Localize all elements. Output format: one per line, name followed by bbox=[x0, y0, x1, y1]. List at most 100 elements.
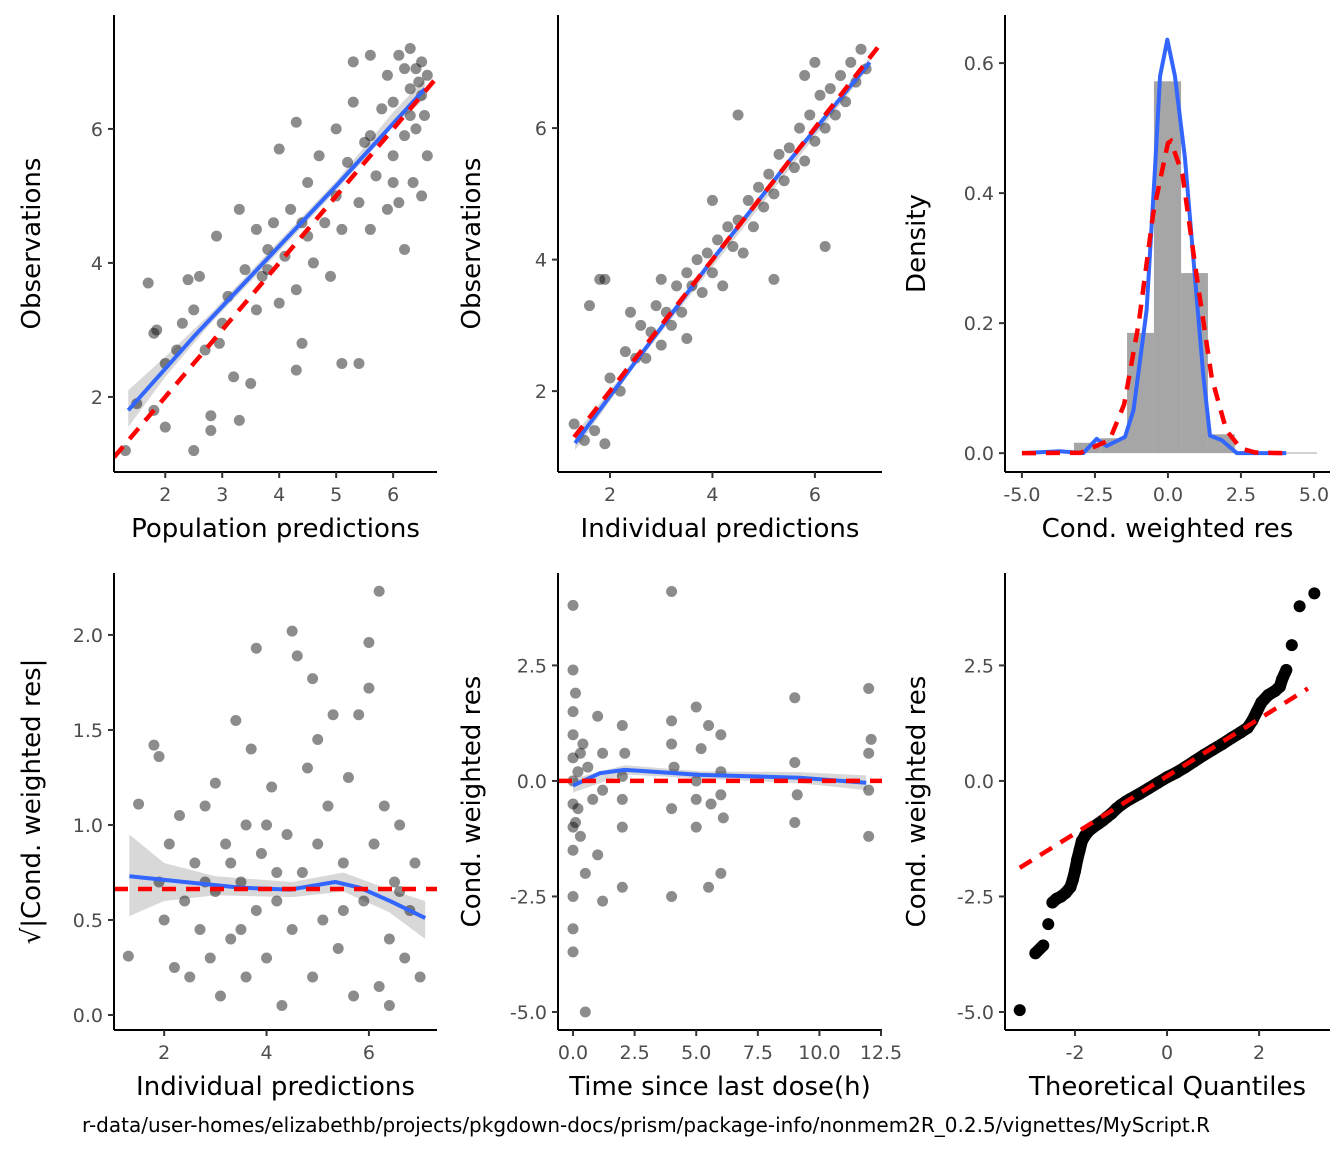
data-point bbox=[364, 223, 376, 235]
data-point bbox=[205, 410, 217, 422]
data-point bbox=[681, 333, 693, 345]
data-point bbox=[363, 682, 375, 694]
data-point bbox=[799, 155, 811, 167]
data-point bbox=[690, 775, 702, 787]
data-point bbox=[655, 339, 667, 351]
data-point bbox=[322, 800, 334, 812]
data-point bbox=[577, 738, 589, 750]
data-point bbox=[240, 819, 252, 831]
y-axis-title: Density bbox=[902, 194, 932, 293]
data-point bbox=[635, 319, 647, 331]
data-point bbox=[389, 876, 401, 888]
x-axis-title: Individual predictions bbox=[136, 1072, 415, 1102]
data-point bbox=[307, 971, 319, 983]
x-axis-title: Cond. weighted res bbox=[1042, 514, 1294, 544]
data-point bbox=[421, 150, 433, 162]
y-tick-label: 0.2 bbox=[964, 313, 994, 335]
data-point bbox=[592, 710, 604, 722]
data-point bbox=[276, 999, 288, 1011]
data-point bbox=[715, 729, 727, 741]
data-point bbox=[337, 904, 349, 916]
data-point bbox=[399, 130, 411, 142]
data-point bbox=[863, 830, 875, 842]
data-point bbox=[567, 946, 579, 958]
data-point bbox=[567, 890, 579, 902]
data-point bbox=[619, 747, 631, 759]
data-point bbox=[205, 424, 217, 436]
data-point bbox=[327, 709, 339, 721]
y-tick-label: 2 bbox=[91, 387, 103, 409]
data-point bbox=[189, 857, 201, 869]
data-point bbox=[404, 43, 416, 55]
data-point bbox=[393, 49, 405, 61]
data-point bbox=[592, 849, 604, 861]
x-tick-label: 3 bbox=[216, 484, 228, 506]
y-tick-label: 1.5 bbox=[73, 720, 103, 742]
data-point bbox=[789, 817, 801, 829]
data-point bbox=[579, 1006, 591, 1018]
data-point bbox=[703, 719, 715, 731]
x-tick-label: 4 bbox=[273, 484, 285, 506]
data-point bbox=[148, 739, 160, 751]
data-point bbox=[302, 177, 314, 189]
y-tick-label: 0.0 bbox=[964, 443, 994, 465]
data-point bbox=[307, 673, 319, 685]
data-point bbox=[290, 116, 302, 128]
y-tick-label: 2 bbox=[535, 381, 547, 403]
y-tick-label: 2.5 bbox=[517, 655, 547, 677]
panel-4: 2 4 6 0.0 0.5 1.0 1.5 2.0 Individual predictions… bbox=[17, 573, 437, 1102]
data-point bbox=[255, 847, 267, 859]
data-point bbox=[681, 267, 693, 279]
data-point bbox=[691, 254, 703, 266]
data-point bbox=[768, 273, 780, 285]
data-point bbox=[348, 990, 360, 1002]
data-point bbox=[809, 56, 821, 68]
data-point bbox=[370, 170, 382, 182]
data-point bbox=[225, 933, 237, 945]
y-axis-title: Observations bbox=[17, 158, 47, 330]
data-point bbox=[418, 110, 430, 122]
x-tick-label: 2 bbox=[1253, 1042, 1265, 1064]
data-point bbox=[676, 306, 688, 318]
data-point bbox=[142, 277, 154, 289]
data-point bbox=[569, 817, 581, 829]
y-axis-title: √|Cond. weighted res| bbox=[17, 659, 47, 945]
plot-area bbox=[114, 43, 437, 459]
data-point bbox=[204, 952, 216, 964]
y-tick-label: -5.0 bbox=[957, 1002, 994, 1024]
data-point bbox=[597, 895, 609, 907]
data-point bbox=[696, 286, 708, 298]
y-tick-label: 0.5 bbox=[73, 910, 103, 932]
data-point bbox=[413, 76, 425, 88]
data-point bbox=[250, 304, 262, 316]
data-point bbox=[122, 950, 134, 962]
data-point bbox=[773, 148, 785, 160]
y-tick-label: 4 bbox=[535, 250, 547, 272]
data-point bbox=[616, 719, 628, 731]
qq-point bbox=[1293, 600, 1306, 613]
data-point bbox=[250, 223, 262, 235]
data-point bbox=[604, 372, 616, 384]
data-point bbox=[353, 709, 365, 721]
data-point bbox=[336, 357, 348, 369]
data-point bbox=[347, 96, 359, 108]
data-point bbox=[568, 418, 580, 430]
data-point bbox=[414, 971, 426, 983]
data-point bbox=[220, 838, 232, 850]
data-point bbox=[587, 793, 599, 805]
data-point bbox=[378, 800, 390, 812]
y-axis-title: Cond. weighted res bbox=[902, 676, 932, 928]
qq-point-band bbox=[1276, 664, 1293, 686]
data-point bbox=[359, 136, 371, 148]
data-point bbox=[809, 135, 821, 147]
qq-point-band bbox=[1029, 939, 1050, 960]
data-point bbox=[230, 714, 242, 726]
data-point bbox=[416, 190, 428, 202]
qq-point bbox=[1285, 639, 1298, 652]
data-point bbox=[193, 270, 205, 282]
data-point bbox=[863, 683, 875, 695]
plot-area bbox=[114, 585, 437, 1011]
x-tick-label: -2.5 bbox=[1076, 484, 1113, 506]
histogram-bar bbox=[1100, 438, 1128, 454]
